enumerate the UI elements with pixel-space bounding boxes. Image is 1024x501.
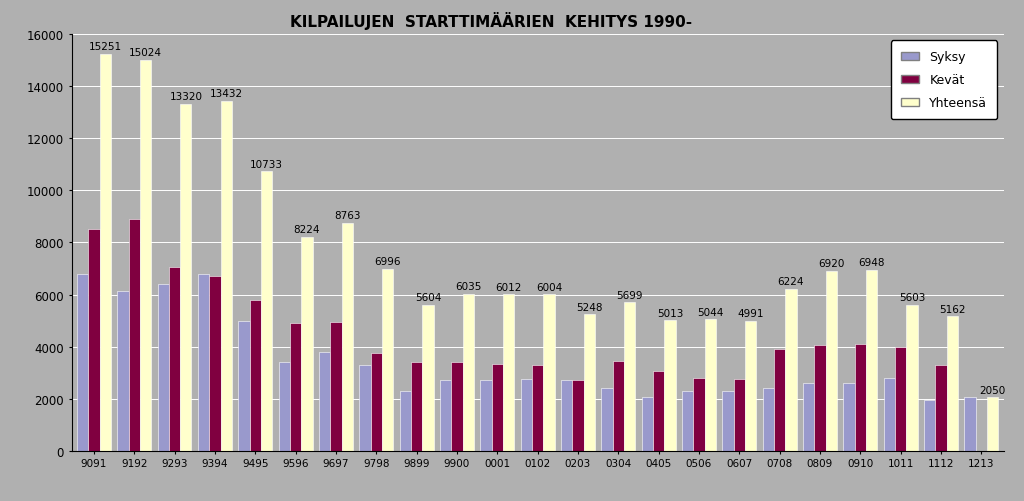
- Bar: [924, 400, 935, 451]
- Text: 15251: 15251: [89, 42, 122, 52]
- Legend: Syksy, Kevät, Yhteensä: Syksy, Kevät, Yhteensä: [891, 41, 997, 120]
- Text: 5699: 5699: [616, 290, 643, 300]
- Text: 5604: 5604: [415, 293, 441, 303]
- Bar: [140, 61, 152, 451]
- Text: 8224: 8224: [294, 224, 321, 234]
- Bar: [572, 381, 584, 451]
- Bar: [480, 381, 492, 451]
- Text: 2050: 2050: [980, 385, 1006, 395]
- Bar: [884, 378, 895, 451]
- Bar: [520, 379, 531, 451]
- Bar: [99, 55, 111, 451]
- Bar: [440, 381, 452, 451]
- Bar: [665, 321, 676, 451]
- Text: 6920: 6920: [818, 259, 845, 269]
- Text: 8763: 8763: [334, 210, 360, 220]
- Bar: [624, 303, 635, 451]
- Bar: [279, 363, 290, 451]
- Bar: [318, 352, 331, 451]
- Bar: [601, 389, 612, 451]
- Title: KILPAILUJEN  STARTTIMÄÄRIEN  KEHITYS 1990-: KILPAILUJEN STARTTIMÄÄRIEN KEHITYS 1990-: [290, 12, 692, 30]
- Bar: [906, 305, 918, 451]
- Bar: [342, 223, 353, 451]
- Text: 15024: 15024: [129, 48, 162, 58]
- Text: 4991: 4991: [737, 309, 764, 319]
- Text: 6948: 6948: [858, 258, 885, 268]
- Bar: [371, 353, 382, 451]
- Text: 5013: 5013: [656, 308, 683, 318]
- Bar: [463, 294, 474, 451]
- Bar: [814, 346, 825, 451]
- Bar: [169, 268, 180, 451]
- Text: 6004: 6004: [536, 282, 562, 292]
- Bar: [180, 105, 191, 451]
- Bar: [239, 321, 250, 451]
- Bar: [825, 271, 837, 451]
- Bar: [382, 269, 393, 451]
- Text: 6996: 6996: [375, 257, 400, 267]
- Text: 10733: 10733: [250, 159, 283, 169]
- Bar: [158, 285, 169, 451]
- Bar: [895, 347, 906, 451]
- Bar: [763, 389, 774, 451]
- Bar: [844, 383, 855, 451]
- Bar: [399, 391, 411, 451]
- Bar: [411, 363, 422, 451]
- Bar: [331, 322, 342, 451]
- Bar: [250, 300, 261, 451]
- Text: 5603: 5603: [899, 293, 925, 303]
- Bar: [965, 398, 976, 451]
- Text: 5162: 5162: [939, 304, 966, 314]
- Bar: [935, 365, 946, 451]
- Bar: [803, 383, 814, 451]
- Bar: [584, 315, 595, 451]
- Bar: [301, 237, 312, 451]
- Text: 5044: 5044: [697, 307, 723, 317]
- Bar: [682, 391, 693, 451]
- Bar: [987, 398, 998, 451]
- Text: 6012: 6012: [496, 282, 522, 292]
- Bar: [722, 391, 733, 451]
- Bar: [492, 364, 503, 451]
- Bar: [290, 324, 301, 451]
- Bar: [118, 291, 129, 451]
- Bar: [422, 305, 433, 451]
- Bar: [77, 274, 88, 451]
- Bar: [744, 321, 757, 451]
- Bar: [129, 219, 140, 451]
- Bar: [261, 172, 272, 451]
- Text: 13432: 13432: [210, 89, 243, 99]
- Bar: [774, 350, 785, 451]
- Bar: [866, 271, 878, 451]
- Bar: [561, 381, 572, 451]
- Bar: [612, 361, 624, 451]
- Bar: [359, 365, 371, 451]
- Bar: [209, 277, 220, 451]
- Bar: [785, 289, 797, 451]
- Bar: [693, 378, 705, 451]
- Bar: [198, 274, 209, 451]
- Text: 13320: 13320: [169, 92, 203, 102]
- Bar: [642, 398, 653, 451]
- Bar: [544, 295, 555, 451]
- Bar: [653, 372, 665, 451]
- Bar: [855, 344, 866, 451]
- Bar: [503, 295, 514, 451]
- Bar: [452, 363, 463, 451]
- Text: 5248: 5248: [575, 302, 602, 312]
- Text: 6035: 6035: [455, 282, 481, 292]
- Bar: [946, 317, 957, 451]
- Bar: [531, 365, 544, 451]
- Bar: [88, 230, 99, 451]
- Bar: [705, 320, 716, 451]
- Text: 6224: 6224: [777, 277, 804, 287]
- Bar: [733, 379, 744, 451]
- Bar: [220, 102, 231, 451]
